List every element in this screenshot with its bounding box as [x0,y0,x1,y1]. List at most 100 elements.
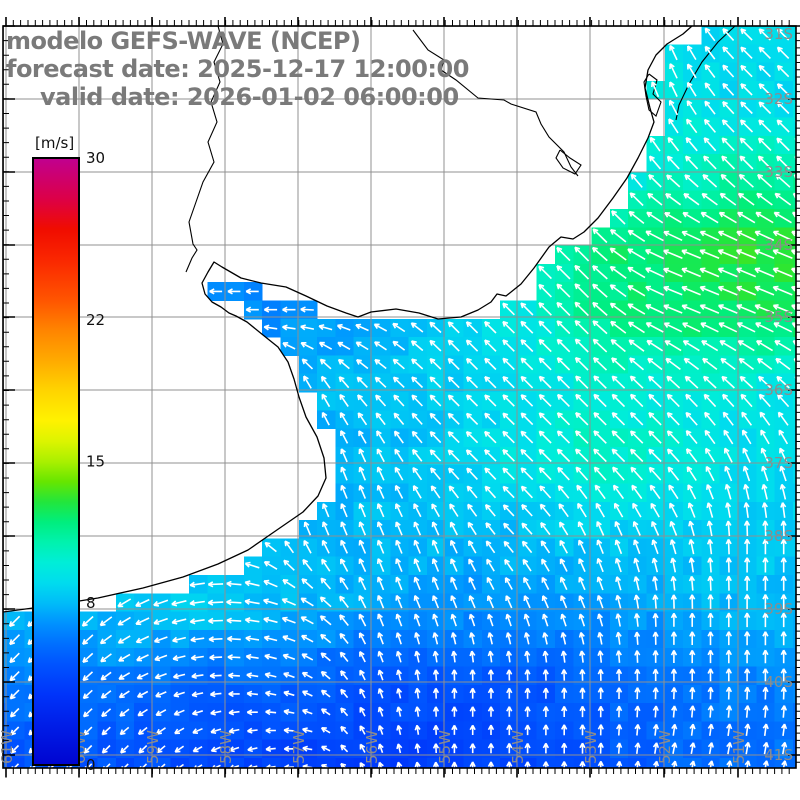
wave-cell [317,758,336,768]
longitude-label: 54W [509,730,527,764]
wave-cell [792,62,796,82]
wave-cell [792,538,796,558]
wave-cell [792,410,796,430]
grid-lines [3,26,796,768]
longitude-label: 57W [290,730,308,764]
latitude-label: 33S [764,163,793,181]
wave-cell [792,721,796,741]
colorbar-gradient [32,157,80,766]
wave-cell [372,758,391,768]
wave-cell [792,648,796,667]
wave-cell [792,666,796,686]
coastline [3,26,736,613]
wave-cell [792,135,796,155]
wave-cell [134,758,153,768]
wave-cell [792,44,796,64]
wave-cell [792,739,796,759]
wave-cell [243,758,263,768]
latitude-label: 38S [764,527,793,545]
latitude-label: 41S [764,746,793,764]
wave-cell [225,758,245,768]
wave-cell [792,245,796,265]
wave-cell [792,337,796,356]
river-line [675,26,736,121]
colorbar-unit-label: [m/s] [35,134,74,152]
wave-cell [792,465,796,484]
latitude-label: 40S [764,673,793,691]
longitude-label: 56W [363,730,381,764]
major-ticks [3,17,800,778]
latitude-label: 34S [764,236,793,254]
wave-cell [79,758,98,768]
wave-cell [3,629,7,649]
longitude-label: 51W [730,730,748,764]
wave-cell [262,758,281,768]
latitude-label: 37S [764,454,793,472]
wave-cell [170,758,190,768]
river-line [555,149,582,175]
wave-cell [115,758,135,768]
wave-cell [792,593,796,613]
colorbar-tick-label: 8 [86,594,96,612]
wave-cell [298,758,318,768]
wave-cell [189,758,208,768]
wave-cell [792,373,796,393]
wave-cell [792,80,796,100]
wave-cell [353,758,373,768]
latitude-label: 39S [764,600,793,618]
wave-cell [792,556,796,576]
longitude-label: 55W [436,730,454,764]
wind-vector-arrows [8,27,796,768]
wave-cell [335,758,355,768]
valid-date: valid date: 2026-01-02 06:00:00 [40,83,459,111]
wave-cell [792,263,796,283]
wave-cell [792,428,796,448]
colorbar-tick-label: 30 [86,149,105,167]
colorbar-tick-label: 15 [86,453,105,471]
wave-cell [792,172,796,192]
longitude-label: 58W [217,730,235,764]
colorbar-tick-label: 0 [86,756,96,774]
longitude-label: 59W [144,730,162,764]
wave-cell [3,611,7,631]
river-line [185,26,224,273]
wave-cell [3,684,7,704]
wave-cell [792,392,796,411]
wave-cell [792,26,796,45]
coast-outline [3,26,693,613]
wave-cell [792,483,796,503]
latitude-label: 31S [764,25,793,43]
wind-arrows [8,27,796,768]
wave-cell [792,318,796,338]
wave-cell [792,684,796,704]
latlon-gridlines [3,26,796,768]
wave-cell [3,739,7,759]
model-title: modelo GEFS-WAVE (NCEP) [6,27,361,55]
colorbar-tick-label: 22 [86,311,105,329]
wave-cell [792,300,796,320]
wave-cell [207,758,227,768]
wave-cell [792,209,796,228]
wave-cell [3,721,7,741]
latitude-label: 32S [764,90,793,108]
forecast-date: forecast date: 2025-12-17 12:00:00 [6,55,469,83]
wave-cell [792,190,796,210]
wave-cell [792,520,796,539]
wave-cell [792,575,796,594]
map-frame [2,25,797,769]
longitude-label: 52W [656,730,674,764]
wave-cell [792,446,796,466]
wave-cell [792,758,796,768]
wave-cell [792,501,796,521]
river-line [412,29,579,177]
wave-cell [792,99,796,118]
wave-cell [792,227,796,247]
wave-cell [792,629,796,649]
wave-cell [792,154,796,173]
longitude-label: 53W [582,730,600,764]
wave-cell [792,611,796,631]
wave-cell [97,758,117,768]
wave-cell [6,758,25,768]
